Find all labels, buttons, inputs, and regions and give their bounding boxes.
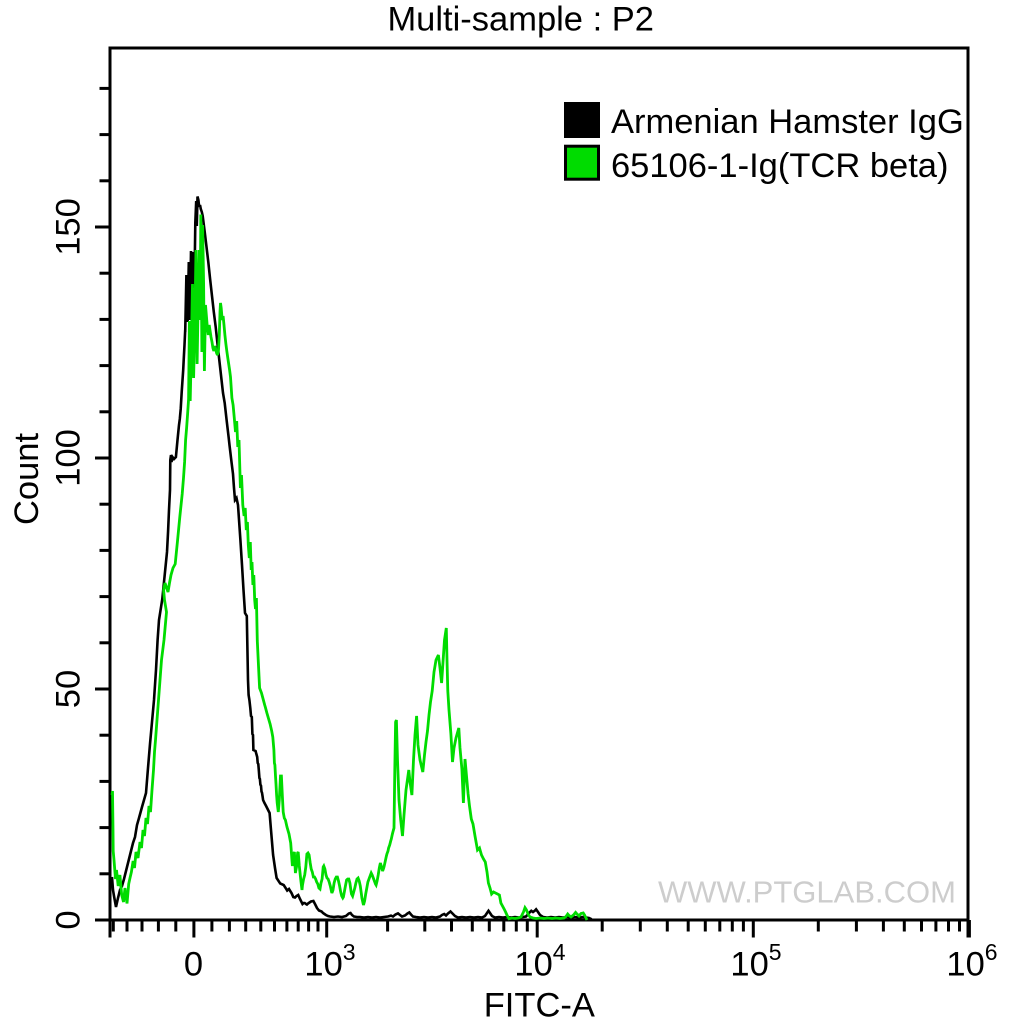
svg-text:Count: Count: [8, 433, 46, 525]
svg-text:105: 105: [730, 939, 781, 983]
svg-text:WWW.PTGLAB.COM: WWW.PTGLAB.COM: [658, 875, 956, 910]
svg-text:0: 0: [184, 946, 203, 984]
svg-text:100: 100: [50, 429, 88, 487]
svg-text:65106-1-Ig(TCR beta): 65106-1-Ig(TCR beta): [611, 147, 949, 185]
svg-text:Armenian Hamster IgG: Armenian Hamster IgG: [611, 103, 964, 141]
svg-text:150: 150: [50, 198, 88, 256]
svg-text:50: 50: [50, 670, 88, 708]
svg-text:106: 106: [946, 939, 997, 983]
svg-text:FITC-A: FITC-A: [484, 987, 595, 1024]
svg-text:0: 0: [50, 910, 88, 929]
svg-text:103: 103: [304, 939, 355, 983]
svg-text:104: 104: [514, 939, 565, 983]
svg-text:Multi-sample : P2: Multi-sample : P2: [387, 1, 654, 39]
